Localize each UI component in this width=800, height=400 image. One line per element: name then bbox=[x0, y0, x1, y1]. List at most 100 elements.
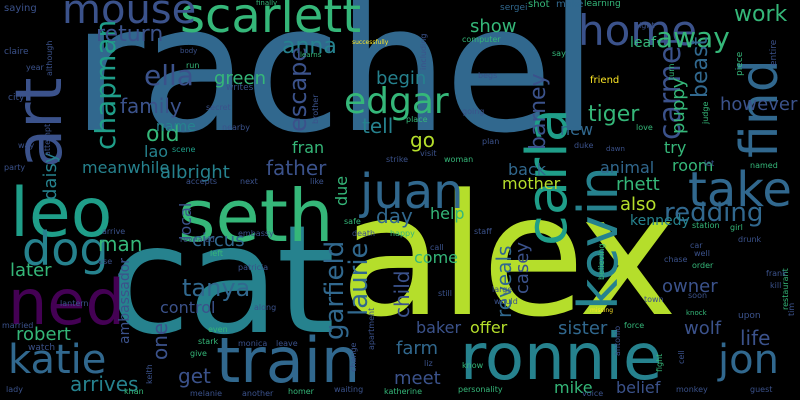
word-use: use bbox=[98, 257, 113, 266]
word-woman: woman bbox=[444, 155, 474, 164]
word-come: come bbox=[414, 248, 459, 267]
word-accepts: accepts bbox=[186, 177, 218, 186]
word-rhett: rhett bbox=[616, 174, 660, 195]
word-circus: circus bbox=[192, 230, 245, 251]
word-stark: stark bbox=[198, 337, 219, 346]
word-run: run bbox=[186, 61, 200, 70]
word-home: home bbox=[578, 6, 698, 55]
word-tell: tell bbox=[362, 114, 394, 138]
word-another: another bbox=[242, 389, 274, 398]
word-soon: soon bbox=[688, 291, 708, 300]
word-monkey: monkey bbox=[676, 385, 708, 394]
word-well: well bbox=[694, 249, 710, 258]
word-cat: cat bbox=[108, 194, 335, 368]
word-name: name bbox=[156, 119, 196, 135]
word-lao: lao bbox=[144, 142, 169, 161]
word-ronnie: ronnie bbox=[460, 321, 663, 395]
word-computer: computer bbox=[462, 35, 501, 44]
word-man: man bbox=[98, 232, 143, 256]
word-death: death bbox=[352, 229, 376, 238]
word-baker: baker bbox=[416, 318, 462, 337]
word-place: place bbox=[406, 115, 428, 124]
word-laurie: laurie bbox=[344, 242, 374, 316]
word-sister: sister bbox=[558, 318, 608, 339]
word-khan: khan bbox=[124, 387, 144, 396]
word-nearby: nearby bbox=[222, 123, 250, 132]
word-return: return bbox=[96, 22, 164, 47]
word-brother: brother bbox=[311, 94, 320, 124]
word-city: city bbox=[8, 93, 25, 103]
word-revealed: revealed bbox=[180, 235, 215, 244]
word-monica: monica bbox=[238, 339, 268, 348]
word-know: know bbox=[462, 361, 484, 370]
word-give: give bbox=[190, 349, 207, 358]
word-anna: anna bbox=[282, 34, 337, 59]
word-town: town bbox=[644, 295, 664, 304]
word-edgar: edgar bbox=[344, 81, 449, 122]
word-dog: dog bbox=[22, 222, 109, 276]
word-tim: tim bbox=[787, 302, 796, 316]
word-due: due bbox=[332, 175, 351, 206]
word-party: party bbox=[4, 163, 26, 172]
word-tiger: tiger bbox=[588, 102, 640, 127]
word-piece: piece bbox=[735, 51, 745, 76]
word-fran: fran bbox=[292, 138, 325, 157]
word-girl: girl bbox=[730, 223, 743, 232]
word-leaf: leaf bbox=[630, 35, 657, 51]
word-kennedy: kennedy bbox=[630, 213, 690, 229]
word-finally: finally bbox=[256, 0, 278, 7]
word-let: let bbox=[704, 159, 715, 168]
word-staff: staff bbox=[474, 227, 492, 236]
word-melanie: melanie bbox=[190, 389, 223, 398]
word-watch: watch bbox=[28, 343, 56, 353]
word-night: night bbox=[634, 21, 655, 30]
word-say: say bbox=[552, 49, 566, 58]
word-strike: strike bbox=[386, 155, 409, 164]
word-way: way bbox=[18, 141, 35, 150]
word-go: go bbox=[410, 128, 435, 152]
word-owner: owner bbox=[662, 276, 718, 297]
word-claire: claire bbox=[4, 47, 29, 57]
word-work: work bbox=[734, 2, 788, 27]
word-seth: seth bbox=[178, 174, 334, 258]
word-judge: judge bbox=[701, 101, 710, 124]
word-change: change bbox=[349, 342, 358, 372]
word-arrive: arrive bbox=[102, 227, 126, 236]
word-going: going bbox=[462, 107, 485, 116]
word-keith: keith bbox=[145, 364, 154, 384]
word-scene: scene bbox=[172, 145, 196, 154]
word-child: child bbox=[390, 270, 414, 318]
word-homer: homer bbox=[288, 387, 314, 396]
word-chase: chase bbox=[664, 255, 688, 264]
word-old: old bbox=[146, 122, 180, 147]
word-happy: happy bbox=[390, 229, 415, 238]
word-daisy: daisy bbox=[40, 152, 61, 201]
word-drunk: drunk bbox=[738, 235, 762, 244]
word-believing: believing bbox=[597, 243, 606, 280]
word-later: later bbox=[10, 260, 52, 281]
word-next: next bbox=[240, 177, 258, 186]
word-love: love bbox=[636, 123, 653, 132]
word-redding: redding bbox=[664, 198, 764, 228]
word-lantern: lantern bbox=[60, 299, 89, 308]
word-although: although bbox=[45, 40, 54, 76]
word-make: make bbox=[556, 0, 584, 10]
word-offer: offer bbox=[470, 318, 508, 337]
word-escape: escape bbox=[284, 46, 312, 132]
word-puppy: puppy bbox=[668, 77, 689, 134]
word-learning: learning bbox=[584, 0, 621, 9]
word-entire: entire bbox=[769, 39, 779, 66]
word-secret: secret bbox=[206, 103, 231, 112]
word-mike: mike bbox=[554, 378, 593, 397]
word-life: life bbox=[740, 326, 771, 350]
word-help: help bbox=[430, 204, 465, 223]
word-duke: duke bbox=[574, 141, 594, 150]
word-try: try bbox=[664, 138, 687, 157]
word-successfully: successfully bbox=[352, 39, 389, 46]
word-ned: ned bbox=[8, 266, 125, 339]
word-cell: cell bbox=[677, 350, 686, 364]
word-jon: jon bbox=[718, 337, 779, 383]
word-get: get bbox=[178, 364, 211, 388]
word-katherine: katherine bbox=[384, 387, 423, 396]
word-ambassador: ambassador bbox=[117, 257, 133, 344]
